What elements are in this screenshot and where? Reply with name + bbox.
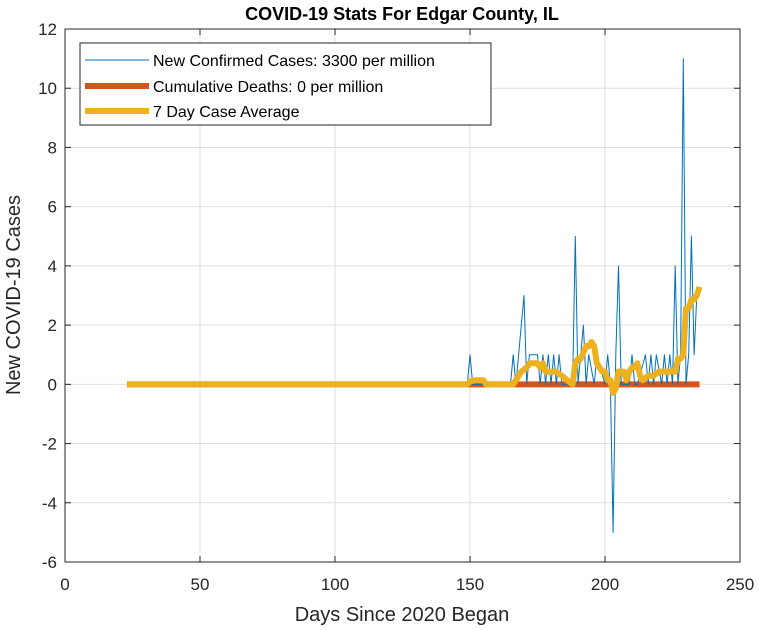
- legend-label-7-day-average: 7 Day Case Average: [153, 104, 300, 121]
- x-tick-label: 100: [321, 575, 349, 594]
- y-tick-label: 6: [48, 198, 57, 217]
- y-tick-label: 4: [48, 257, 57, 276]
- y-tick-label: 0: [48, 375, 57, 394]
- legend-label-new-cases: New Confirmed Cases: 3300 per million: [153, 53, 435, 70]
- series-layer: [127, 58, 703, 533]
- y-tick-label: 2: [48, 316, 57, 335]
- x-tick-label: 150: [456, 575, 484, 594]
- y-tick-label: -2: [42, 435, 57, 454]
- legend: New Confirmed Cases: 3300 per million Cu…: [79, 42, 492, 126]
- chart-title: COVID-19 Stats For Edgar County, IL: [245, 4, 559, 24]
- y-tick-label: 12: [38, 20, 57, 39]
- x-tick-label: 250: [726, 575, 754, 594]
- legend-label-deaths: Cumulative Deaths: 0 per million: [153, 79, 383, 96]
- axes-box: [64, 28, 741, 563]
- y-axis-label: New COVID-19 Cases: [3, 195, 25, 395]
- y-tick-label: -4: [42, 494, 57, 513]
- series-line-new-cases: [127, 58, 700, 533]
- series-line-7-day-average: [127, 286, 703, 396]
- x-axis-label: Days Since 2020 Began: [295, 604, 510, 626]
- ticks: 0 50 100 150 200 250 -6 -4 -2 0 2 4 6 8 10 12: [38, 20, 754, 594]
- x-tick-label: 0: [60, 575, 69, 594]
- y-tick-label: -6: [42, 553, 57, 572]
- y-tick-label: 10: [38, 79, 57, 98]
- y-tick-label: 8: [48, 138, 57, 157]
- x-tick-label: 50: [191, 575, 210, 594]
- x-tick-label: 200: [591, 575, 619, 594]
